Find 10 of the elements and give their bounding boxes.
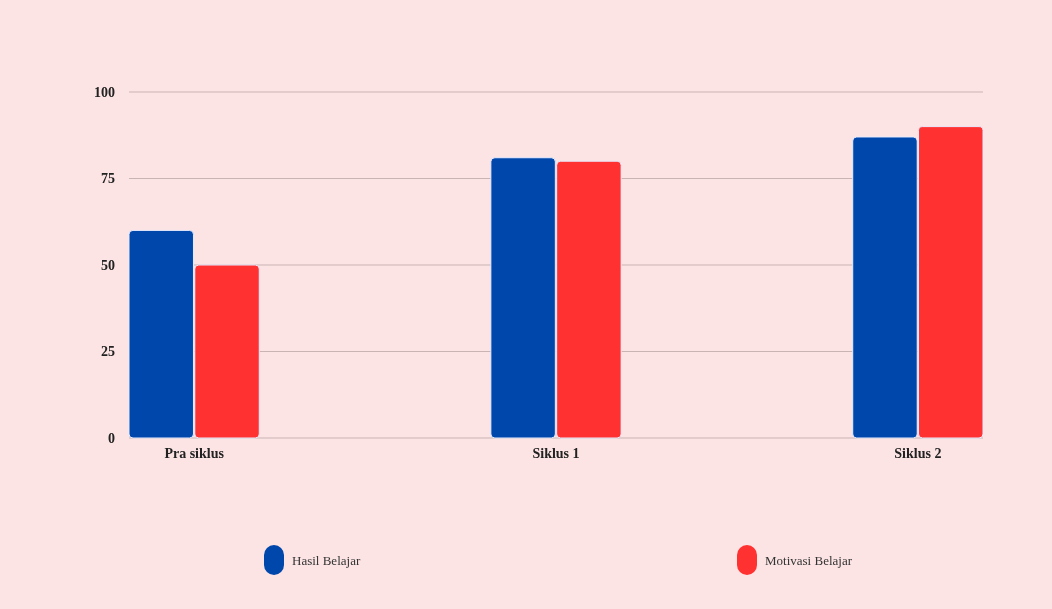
x-tick-label: Pra siklus (164, 446, 225, 461)
y-tick-label: 75 (101, 171, 115, 187)
y-tick-label: 0 (108, 430, 115, 446)
x-tick-label: Siklus 1 (532, 446, 580, 461)
y-tick-label: 50 (101, 257, 115, 273)
y-tick-label: 25 (101, 344, 115, 360)
x-tick-label: Siklus 2 (894, 446, 942, 461)
legend-label: Motivasi Belajar (765, 552, 853, 568)
legend-label: Hasil Belajar (292, 552, 361, 568)
y-tick-label: 100 (94, 84, 115, 100)
